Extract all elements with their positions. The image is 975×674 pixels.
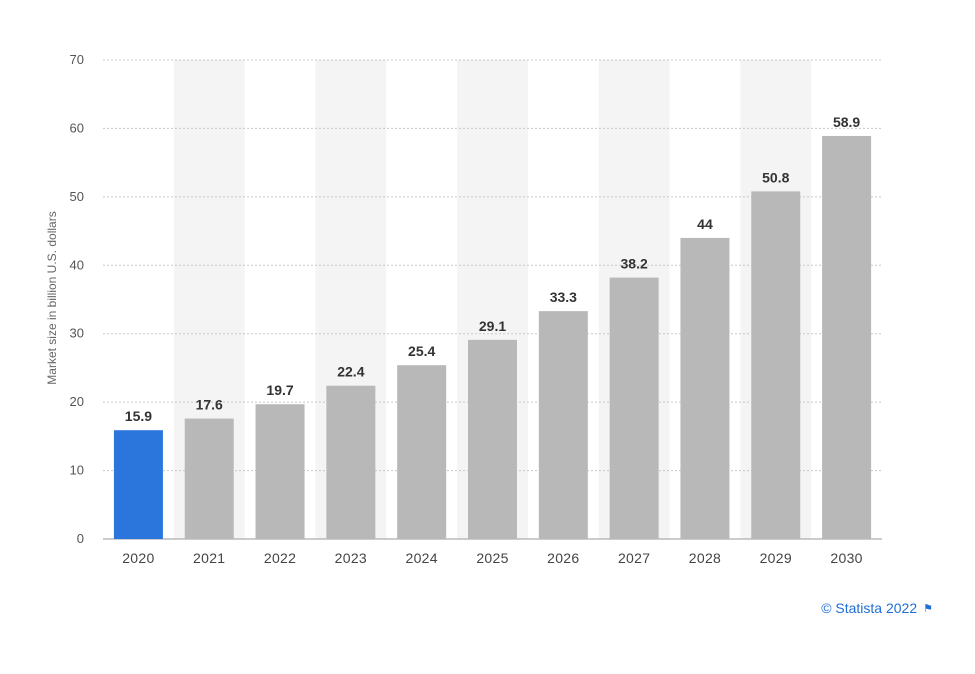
bar-2021[interactable] xyxy=(184,418,234,539)
y-tick-label: 50 xyxy=(70,189,84,204)
bar-2020[interactable] xyxy=(113,430,163,539)
x-axis-ticks: 2020 2021 2022 2023 2024 2025 2026 2027 2028 2029… xyxy=(122,550,862,566)
data-label: 29.1 xyxy=(479,318,506,334)
x-tick-label: 2022 xyxy=(264,550,296,566)
x-tick-label: 2026 xyxy=(547,550,579,566)
data-label: 38.2 xyxy=(621,256,648,272)
data-label: 33.3 xyxy=(550,289,577,305)
bar-2026[interactable] xyxy=(538,311,588,539)
y-tick-label: 0 xyxy=(77,531,84,546)
data-label: 44 xyxy=(697,216,713,232)
x-tick-label: 2028 xyxy=(689,550,721,566)
y-tick-label: 40 xyxy=(70,257,84,272)
y-axis-ticks: 0 10 20 30 40 50 60 70 xyxy=(70,52,84,546)
data-label: 58.9 xyxy=(833,114,860,130)
x-tick-label: 2025 xyxy=(476,550,508,566)
x-tick-label: 2029 xyxy=(760,550,792,566)
y-tick-label: 30 xyxy=(70,326,84,341)
x-tick-label: 2021 xyxy=(193,550,225,566)
bar-2028[interactable] xyxy=(680,237,730,539)
bar-2030[interactable] xyxy=(822,135,872,539)
bars xyxy=(113,135,872,539)
data-label: 15.9 xyxy=(125,408,152,424)
x-tick-label: 2030 xyxy=(830,550,862,566)
data-label: 25.4 xyxy=(408,343,435,359)
y-tick-label: 20 xyxy=(70,394,84,409)
data-label: 17.6 xyxy=(196,397,223,413)
data-label: 22.4 xyxy=(337,364,364,380)
y-tick-label: 70 xyxy=(70,52,84,67)
x-tick-label: 2024 xyxy=(406,550,438,566)
bar-2022[interactable] xyxy=(255,404,305,539)
x-tick-label: 2023 xyxy=(335,550,367,566)
statista-credit[interactable]: © Statista 2022 ⚑ xyxy=(821,600,933,616)
bar-2025[interactable] xyxy=(468,339,517,539)
x-tick-label: 2027 xyxy=(618,550,650,566)
y-tick-label: 60 xyxy=(70,120,84,135)
bar-2027[interactable] xyxy=(609,277,659,539)
credit-text: © Statista 2022 xyxy=(821,600,918,616)
x-tick-label: 2020 xyxy=(122,550,154,566)
bar-2029[interactable] xyxy=(751,191,801,539)
data-label: 19.7 xyxy=(266,382,293,398)
data-label: 50.8 xyxy=(762,169,789,185)
y-tick-label: 10 xyxy=(70,463,84,478)
y-axis-title: Market size in billion U.S. dollars xyxy=(45,211,59,384)
flag-icon[interactable]: ⚑ xyxy=(923,602,933,615)
bar-2023[interactable] xyxy=(326,385,376,539)
bar-2024[interactable] xyxy=(397,365,447,539)
data-labels: 15.9 17.6 19.7 22.4 25.4 29.1 33.3 38.2 44 50.8 58… xyxy=(125,114,861,424)
